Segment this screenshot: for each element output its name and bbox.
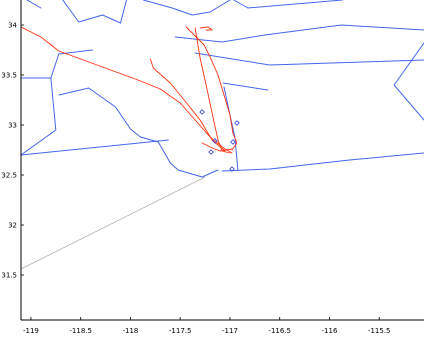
boundary-line	[221, 152, 424, 172]
boundary-line	[62, 0, 127, 24]
track-line	[199, 26, 213, 31]
diamond-marker	[212, 138, 218, 144]
boundary-line	[393, 42, 424, 121]
x-tick-label: -117	[222, 327, 238, 335]
y-tick-label: 34	[8, 22, 17, 30]
track-line	[21, 26, 233, 154]
x-tick-label: -119	[23, 327, 39, 335]
boundary-line	[174, 24, 424, 43]
y-tick-label: 31.5	[1, 272, 17, 280]
y-tick-label: 32.5	[1, 172, 17, 180]
track-line	[185, 26, 238, 151]
diamond-marker	[234, 120, 240, 126]
track-line	[149, 58, 226, 152]
axis-layer: -119 -118.5 -118 -117.5 -117 -116.5 -116 -115.5…	[1, 0, 424, 335]
diamond-marker	[199, 109, 205, 115]
boundary-line	[58, 87, 219, 178]
x-tick-label: -117.5	[169, 327, 192, 335]
boundary-line	[21, 139, 169, 156]
diamond-marker	[230, 139, 236, 145]
y-tick-label: 33.5	[1, 72, 17, 80]
data-layer	[21, 0, 424, 270]
boundary-line	[194, 52, 424, 66]
y-tick-label: 33	[8, 122, 17, 130]
diamond-marker	[229, 166, 235, 172]
x-tick-label: -118	[123, 327, 139, 335]
x-tick-label: -116.5	[268, 327, 291, 335]
y-tick-label: 32	[8, 222, 17, 230]
boundary-line	[21, 77, 57, 156]
diamond-marker	[208, 149, 214, 155]
boundary-line	[142, 0, 231, 16]
boundary-line	[222, 82, 269, 91]
plot-background	[21, 0, 424, 320]
boundary-line	[233, 0, 343, 9]
reference-line	[21, 176, 206, 270]
x-tick-label: -115.5	[368, 327, 391, 335]
boundary-line	[223, 86, 239, 171]
track-line	[201, 142, 233, 152]
boundary-line	[21, 49, 94, 79]
x-tick-label: -118.5	[69, 327, 92, 335]
boundary-line	[26, 0, 42, 9]
x-tick-label: -116	[322, 327, 338, 335]
